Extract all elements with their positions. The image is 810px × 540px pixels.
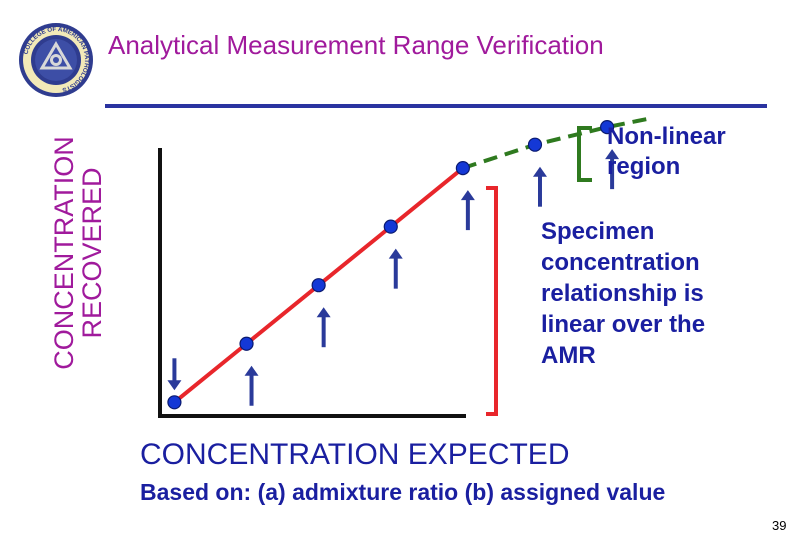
page-number: 39 bbox=[772, 518, 787, 533]
data-point bbox=[599, 120, 615, 135]
arrow-up-icon bbox=[388, 248, 403, 259]
title-divider bbox=[105, 104, 767, 108]
linear-note-line-3: relationship is bbox=[541, 280, 704, 307]
arrow-down-icon bbox=[167, 380, 182, 391]
arrow-up-icon bbox=[532, 166, 547, 177]
linear-relationship-note: Specimen concentration relationship is l… bbox=[541, 216, 705, 371]
nonlinear-label-line-2: region bbox=[607, 153, 681, 180]
linear-note-line-1: Specimen bbox=[541, 218, 655, 245]
logo-emblem bbox=[39, 41, 73, 70]
linear-note-line-5: AMR bbox=[541, 342, 596, 369]
nonlinear-label-line-1: Non-linear bbox=[607, 123, 726, 150]
nonlinear-region-label: Non-linear region bbox=[607, 122, 726, 182]
arrow-up-icon bbox=[244, 365, 259, 376]
amr-bracket bbox=[486, 186, 498, 416]
linear-note-line-4: linear over the bbox=[541, 311, 706, 338]
slide-title: Analytical Measurement Range Verificatio… bbox=[108, 30, 604, 60]
cap-logo: COLLEGE OF AMERICAN PATHOLOGISTS bbox=[19, 23, 93, 97]
linear-note-line-2: concentration bbox=[541, 249, 700, 276]
x-axis-subtitle: Based on: (a) admixture ratio (b) assign… bbox=[140, 479, 666, 505]
data-point bbox=[311, 278, 326, 293]
data-point bbox=[167, 395, 182, 410]
arrow-up-icon bbox=[316, 307, 331, 318]
data-point bbox=[455, 161, 470, 176]
arrow-up-icon bbox=[460, 190, 475, 201]
x-axis-label: CONCENTRATION EXPECTED bbox=[140, 438, 570, 471]
data-point bbox=[239, 336, 254, 351]
arrow-up-icon bbox=[605, 149, 620, 160]
data-point bbox=[383, 219, 398, 234]
nonlinear-bracket bbox=[577, 126, 592, 182]
data-point bbox=[527, 137, 543, 152]
nonlinear-dashed-line bbox=[462, 116, 651, 171]
